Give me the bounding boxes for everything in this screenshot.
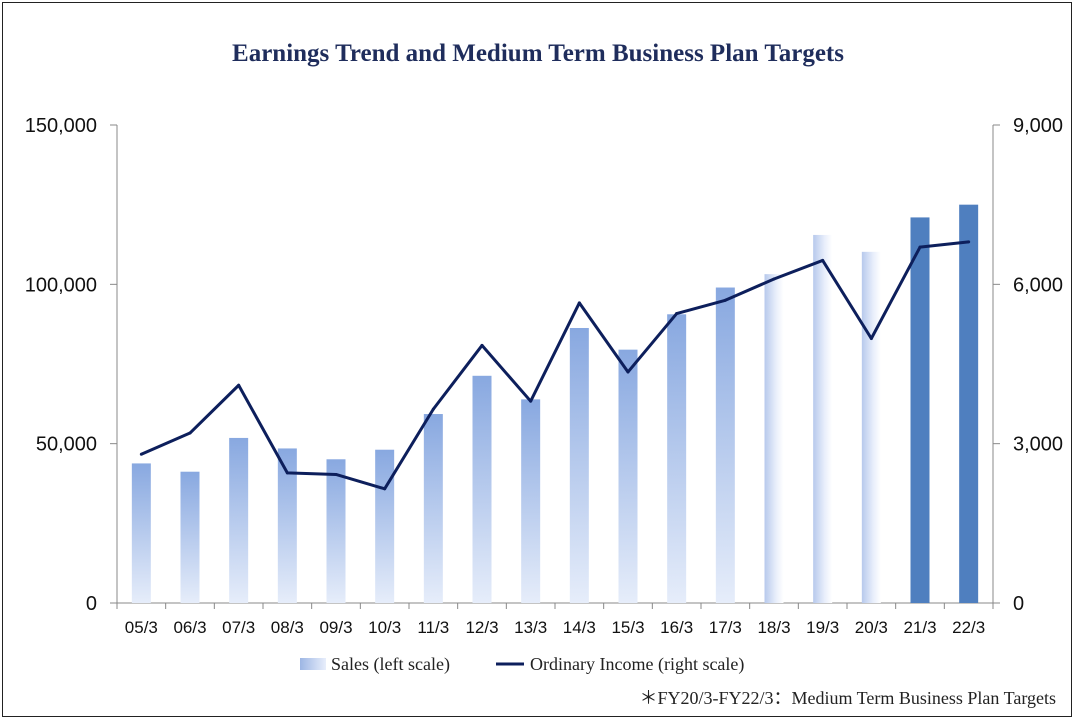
x-tick-label: 16/3 [660, 618, 693, 637]
ordinary-income-line-group [139, 240, 971, 491]
ordinary-income-point [285, 471, 289, 475]
x-tick-label: 08/3 [271, 618, 304, 637]
ordinary-income-point [626, 370, 630, 374]
ordinary-income-point [139, 452, 143, 456]
chart-title: Earnings Trend and Medium Term Business … [232, 40, 844, 67]
ordinary-income-point [334, 472, 338, 476]
left-tick-label: 150,000 [25, 115, 97, 137]
x-tick-label: 22/3 [952, 618, 985, 637]
ordinary-income-point [869, 337, 873, 341]
ordinary-income-point [480, 343, 484, 347]
x-tick-label: 17/3 [709, 618, 742, 637]
sales-bar [569, 327, 589, 603]
sales-bars [131, 204, 979, 603]
x-tick-label: 12/3 [465, 618, 498, 637]
x-tick-label: 07/3 [222, 618, 255, 637]
sales-bar [375, 449, 395, 603]
x-tick-label: 06/3 [173, 618, 206, 637]
right-tick-label: 0 [1013, 593, 1024, 615]
sales-bar [521, 399, 541, 603]
ordinary-income-point [529, 399, 533, 403]
ordinary-income-point [383, 487, 387, 491]
sales-bar [131, 463, 151, 603]
legend-sales-swatch [300, 658, 326, 670]
ordinary-income-point [577, 301, 581, 305]
x-tick-label: 18/3 [757, 618, 790, 637]
x-tick-label: 05/3 [125, 618, 158, 637]
legend: Sales (left scale) Ordinary Income (righ… [300, 654, 744, 675]
sales-bar [959, 204, 979, 603]
ordinary-income-point [675, 312, 679, 316]
right-tick-label: 6,000 [1013, 274, 1063, 296]
axis-labels: 0 50,000 100,000 150,000 0 3,000 6,000 9,000 05/… [25, 115, 1063, 637]
sales-bar [861, 251, 881, 603]
legend-sales-label: Sales (left scale) [331, 654, 450, 675]
footnote: ＊FY20/3-FY22/3：Medium Term Business Plan… [639, 688, 1057, 708]
x-tick-label: 11/3 [417, 618, 449, 637]
right-tick-label: 9,000 [1013, 115, 1063, 137]
sales-bar [910, 217, 930, 603]
x-tick-label: 14/3 [563, 618, 596, 637]
x-tick-label: 15/3 [611, 618, 644, 637]
ordinary-income-point [918, 245, 922, 249]
sales-bar [813, 234, 833, 603]
x-tick-label: 10/3 [368, 618, 401, 637]
sales-bar [618, 349, 638, 603]
left-tick-label: 100,000 [25, 274, 97, 296]
x-tick-label: 21/3 [903, 618, 936, 637]
sales-bar [180, 471, 200, 603]
left-tick-label: 50,000 [36, 434, 97, 456]
x-tick-label: 20/3 [855, 618, 888, 637]
ordinary-income-point [821, 258, 825, 262]
axes [110, 124, 1000, 609]
ordinary-income-line [140, 240, 969, 491]
sales-bar [715, 287, 735, 603]
ordinary-income-point [431, 407, 435, 411]
x-tick-label: 09/3 [319, 618, 352, 637]
sales-bar [764, 274, 784, 603]
sales-bar [326, 459, 346, 603]
x-tick-label: 19/3 [806, 618, 839, 637]
sales-bar [277, 448, 297, 603]
ordinary-income-point [967, 240, 971, 244]
legend-income-label: Ordinary Income (right scale) [530, 654, 744, 675]
sales-bar [229, 437, 249, 603]
ordinary-income-point [723, 298, 727, 302]
sales-bar [423, 414, 443, 603]
left-tick-label: 0 [86, 593, 97, 615]
ordinary-income-point [237, 383, 241, 387]
sales-bar [472, 375, 492, 603]
sales-bar [667, 314, 687, 603]
right-tick-label: 3,000 [1013, 434, 1063, 456]
x-tick-label: 13/3 [514, 618, 547, 637]
ordinary-income-point [188, 431, 192, 435]
ordinary-income-point [772, 277, 776, 281]
